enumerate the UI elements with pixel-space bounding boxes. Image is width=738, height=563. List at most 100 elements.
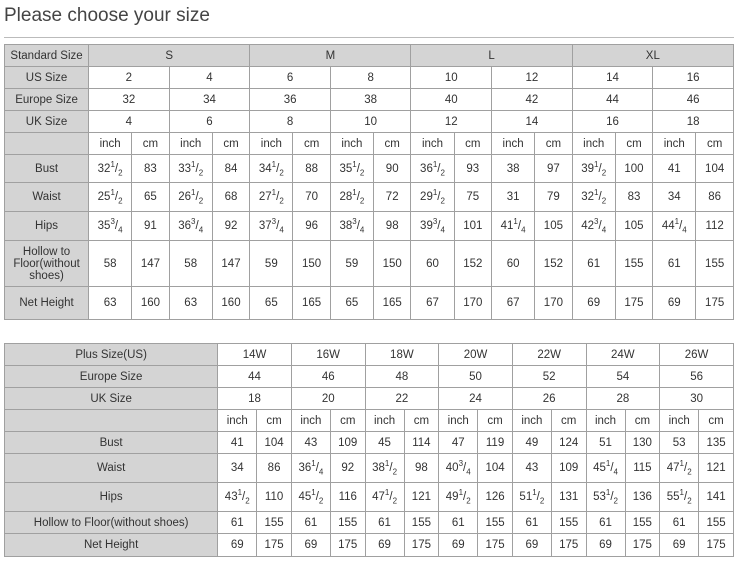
size-row: Europe Size 32 34 36 38 40 42 44 46 [3,88,734,111]
measurement-value: 175 [550,533,587,557]
measurement-value: 471/2 [659,453,700,483]
size-value: 14 [571,66,654,89]
measurement-value: 98 [372,211,412,241]
measurement-value: 261/2 [168,182,213,212]
size-row: UK Size 4 6 8 10 12 14 16 18 [3,110,734,133]
measurement-value: 59 [329,240,374,287]
measurement-value: 271/2 [249,182,294,212]
measurement-value: 61 [585,511,626,534]
measurement-value: 373/4 [249,211,294,241]
measurement-value: 531/2 [585,482,626,512]
measurement-value: 403/4 [438,453,479,483]
measurement-value: 119 [477,431,513,454]
measurement-value: 155 [329,511,366,534]
measurement-value: 341/2 [249,154,294,183]
row-label-empty [3,409,219,432]
measurement-value: 69 [511,533,552,557]
size-value: 16 [571,110,654,133]
measurement-value: 69 [217,533,258,557]
row-label: Standard Size [3,44,90,67]
measurement-value: 363/4 [168,211,213,241]
measurement-value: 72 [372,182,412,212]
measurement-value: 61 [511,511,552,534]
measurement-value: 92 [329,453,366,483]
size-value: 34 [168,88,251,111]
size-group-s: S [88,44,251,67]
measurement-value: 351/2 [329,154,374,183]
measurement-value: 175 [403,533,440,557]
size-value: 10 [329,110,412,133]
size-value: 44 [571,88,654,111]
measurement-row: Bust 321/2 83 331/2 84 341/2 88 351/2 90 361/2 93 3… [3,154,734,183]
size-value: 22W [511,343,587,366]
measurement-value: 70 [292,182,331,212]
measurement-value: 155 [698,511,734,534]
measurement-value: 152 [453,240,493,287]
measurement-value: 175 [614,286,654,320]
measurement-row: Net Height 63 160 63 160 65 165 65 165 67 170 67 170… [3,286,734,320]
size-value: 36 [249,88,331,111]
size-row: Europe Size 44 46 48 50 52 54 56 [3,365,734,388]
measurement-value: 34 [217,453,258,483]
measurement-value: 291/2 [410,182,455,212]
row-label: US Size [3,66,90,89]
measurement-value: 61 [652,240,697,287]
measurement-value: 68 [211,182,251,212]
unit-cm: cm [477,409,513,432]
unit-inch: inch [410,132,455,155]
measurement-row: Waist 251/2 65 261/2 68 271/2 70 281/2 72 291/2 75… [3,182,734,212]
size-value: 50 [438,365,513,388]
size-value: 44 [217,365,292,388]
measurement-value: 121 [403,482,440,512]
measurement-value: 51 [585,431,626,454]
size-value: 18 [217,387,292,410]
row-label: UK Size [3,110,90,133]
unit-inch: inch [168,132,213,155]
measurement-value: 98 [403,453,440,483]
measurement-value: 126 [477,482,513,512]
row-label: Net Height [3,533,219,557]
measurement-row: Net Height 69 175 69 175 69 175 69 175 69 175 69 175… [3,533,734,557]
measurement-value: 381/2 [364,453,405,483]
size-row: UK Size 18 20 22 24 26 28 30 [3,387,734,410]
measurement-value: 150 [372,240,412,287]
measurement-value: 175 [624,533,661,557]
measurement-value: 136 [624,482,661,512]
plus-size-table: Plus Size(US) 14W 16W 18W 20W 22W 24W 26W Europe… [3,343,734,557]
size-value: 18W [364,343,440,366]
measurement-value: 83 [614,182,654,212]
measurement-value: 411/4 [491,211,536,241]
size-value: 40 [410,88,493,111]
measurement-value: 383/4 [329,211,374,241]
measurement-value: 61 [217,511,258,534]
size-value: 12 [410,110,493,133]
measurement-value: 155 [403,511,440,534]
unit-inch: inch [217,409,258,432]
unit-cm: cm [292,132,331,155]
measurement-value: 441/4 [652,211,697,241]
unit-cm: cm [372,132,412,155]
measurement-value: 84 [211,154,251,183]
size-value: 32 [88,88,170,111]
measurement-value: 61 [659,511,700,534]
measurement-value: 147 [211,240,251,287]
measurement-value: 141 [698,482,734,512]
measurement-value: 45 [364,431,405,454]
measurement-value: 165 [292,286,331,320]
row-label: Waist [3,453,219,483]
measurement-value: 471/2 [364,482,405,512]
unit-cm: cm [211,132,251,155]
measurement-value: 88 [292,154,331,183]
size-value: 30 [659,387,734,410]
measurement-value: 175 [698,533,734,557]
measurement-value: 170 [453,286,493,320]
size-value: 22 [364,387,440,410]
measurement-value: 115 [624,453,661,483]
measurement-value: 104 [477,453,513,483]
measurement-row: Waist 34 86 361/4 92 381/2 98 403/4 104 43 109 451/… [3,453,734,483]
measurement-value: 41 [652,154,697,183]
row-label: Europe Size [3,88,90,111]
unit-cm: cm [550,409,587,432]
unit-inch: inch [249,132,294,155]
measurement-value: 58 [88,240,133,287]
